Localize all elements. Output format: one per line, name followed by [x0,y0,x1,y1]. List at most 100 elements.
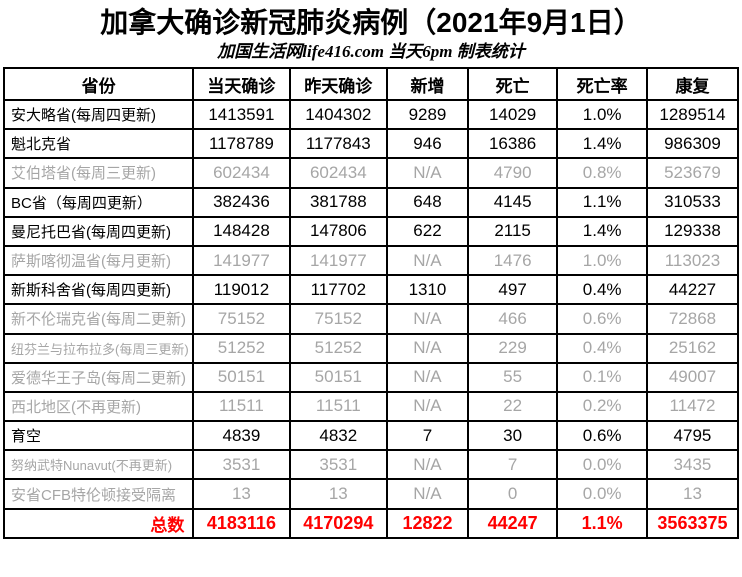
recovered-cell: 310533 [645,186,740,218]
page-title: 加拿大确诊新冠肺炎病例（2021年9月1日） [100,7,642,38]
new-cases-cell: N/A [386,157,469,189]
today-confirmed-cell: 75152 [192,303,291,335]
table-header: 省份 当天确诊 昨天确诊 新增 死亡 死亡率 康复 [2,67,740,101]
recovered-cell: 986309 [645,128,740,160]
table-body: 安大略省(每周四更新) 1413591 1404302 9289 14029 1… [2,98,740,510]
recovered-cell: 113023 [645,244,740,277]
table-row: 努纳武特Nunavut(不再更新) 3531 3531 N/A 7 0.0% 3… [2,449,740,481]
table-row: 萨斯喀彻温省(每月更新) 141977 141977 N/A 1476 1.0%… [2,244,740,277]
today-confirmed-cell: 141977 [192,244,291,277]
death-rate-cell: 0.8% [556,157,648,189]
table-row: 育空 4839 4832 7 30 0.6% 4795 [2,420,740,452]
today-confirmed-cell: 1413591 [192,98,291,131]
province-cell: 萨斯喀彻温省(每月更新) [2,244,195,277]
column-header-new-cases: 新增 [386,67,469,101]
yesterday-confirmed-cell: 1177843 [288,128,389,160]
death-rate-cell: 1.4% [556,215,648,247]
recovered-cell: 72868 [645,303,740,335]
deaths-cell: 466 [466,303,559,335]
column-header-deaths: 死亡 [466,67,559,101]
deaths-cell: 0 [466,478,559,510]
today-confirmed-cell: 382436 [192,186,291,218]
today-confirmed-cell: 13 [192,478,291,510]
death-rate-cell: 0.6% [556,420,648,452]
province-cell: BC省（每周四更新） [2,186,195,218]
new-cases-cell: N/A [386,449,469,481]
new-cases-cell: 7 [386,420,469,452]
table-row: 安省CFB特伦顿接受隔离 13 13 N/A 0 0.0% 13 [2,478,740,510]
province-cell: 新斯科舍省(每周四更新) [2,274,195,306]
province-cell: 纽芬兰与拉布拉多(每周三更新) [2,332,195,364]
totals-yesterday-cell: 4170294 [288,507,389,539]
yesterday-confirmed-cell: 1404302 [288,98,389,131]
recovered-cell: 3435 [645,449,740,481]
death-rate-cell: 1.0% [556,244,648,277]
province-cell: 曼尼托巴省(每周四更新) [2,215,195,247]
death-rate-cell: 0.1% [556,361,648,393]
deaths-cell: 14029 [466,98,559,131]
new-cases-cell: N/A [386,361,469,393]
yesterday-confirmed-cell: 141977 [288,244,389,277]
table-row: 曼尼托巴省(每周四更新) 148428 147806 622 2115 1.4%… [2,215,740,247]
table-row: 爱德华王子岛(每周二更新) 50151 50151 N/A 55 0.1% 49… [2,361,740,393]
deaths-cell: 497 [466,274,559,306]
death-rate-cell: 0.6% [556,303,648,335]
yesterday-confirmed-cell: 3531 [288,449,389,481]
death-rate-cell: 1.4% [556,128,648,160]
province-cell: 育空 [2,420,195,452]
recovered-cell: 1289514 [645,98,740,131]
yesterday-confirmed-cell: 11511 [288,390,389,423]
deaths-cell: 2115 [466,215,559,247]
province-cell: 安大略省(每周四更新) [2,98,195,131]
column-header-death-rate: 死亡率 [556,67,648,101]
yesterday-confirmed-cell: 602434 [288,157,389,189]
today-confirmed-cell: 119012 [192,274,291,306]
deaths-cell: 4790 [466,157,559,189]
table-row: 纽芬兰与拉布拉多(每周三更新) 51252 51252 N/A 229 0.4%… [2,332,740,364]
totals-row: 总数 4183116 4170294 12822 44247 1.1% 3563… [2,507,740,539]
new-cases-cell: N/A [386,303,469,335]
today-confirmed-cell: 11511 [192,390,291,423]
column-header-yesterday-confirmed: 昨天确诊 [288,67,389,101]
today-confirmed-cell: 51252 [192,332,291,364]
yesterday-confirmed-cell: 75152 [288,303,389,335]
new-cases-cell: N/A [386,332,469,364]
deaths-cell: 22 [466,390,559,423]
death-rate-cell: 0.0% [556,449,648,481]
province-cell: 魁北克省 [2,128,195,160]
today-confirmed-cell: 50151 [192,361,291,393]
covid-stats-table: 省份 当天确诊 昨天确诊 新增 死亡 死亡率 康复 安大略省(每周四更新) 14… [2,67,740,539]
totals-deaths-cell: 44247 [466,507,559,539]
deaths-cell: 16386 [466,128,559,160]
deaths-cell: 1476 [466,244,559,277]
new-cases-cell: N/A [386,244,469,277]
yesterday-confirmed-cell: 50151 [288,361,389,393]
province-cell: 安省CFB特伦顿接受隔离 [2,478,195,510]
yesterday-confirmed-cell: 13 [288,478,389,510]
column-header-province: 省份 [2,67,195,101]
new-cases-cell: 9289 [386,98,469,131]
table-row: 艾伯塔省(每周三更新) 602434 602434 N/A 4790 0.8% … [2,157,740,189]
death-rate-cell: 0.2% [556,390,648,423]
table-row: 安大略省(每周四更新) 1413591 1404302 9289 14029 1… [2,98,740,131]
today-confirmed-cell: 1178789 [192,128,291,160]
yesterday-confirmed-cell: 4832 [288,420,389,452]
recovered-cell: 13 [645,478,740,510]
death-rate-cell: 1.1% [556,186,648,218]
totals-recovered-cell: 3563375 [645,507,740,539]
table-row: 新斯科舍省(每周四更新) 119012 117702 1310 497 0.4%… [2,274,740,306]
recovered-cell: 523679 [645,157,740,189]
totals-today-cell: 4183116 [192,507,291,539]
deaths-cell: 55 [466,361,559,393]
column-header-today-confirmed: 当天确诊 [192,67,291,101]
province-cell: 努纳武特Nunavut(不再更新) [2,449,195,481]
table-row: 魁北克省 1178789 1177843 946 16386 1.4% 9863… [2,128,740,160]
yesterday-confirmed-cell: 51252 [288,332,389,364]
today-confirmed-cell: 602434 [192,157,291,189]
new-cases-cell: 1310 [386,274,469,306]
recovered-cell: 129338 [645,215,740,247]
death-rate-cell: 0.4% [556,332,648,364]
totals-death-rate-cell: 1.1% [556,507,648,539]
new-cases-cell: 648 [386,186,469,218]
deaths-cell: 7 [466,449,559,481]
